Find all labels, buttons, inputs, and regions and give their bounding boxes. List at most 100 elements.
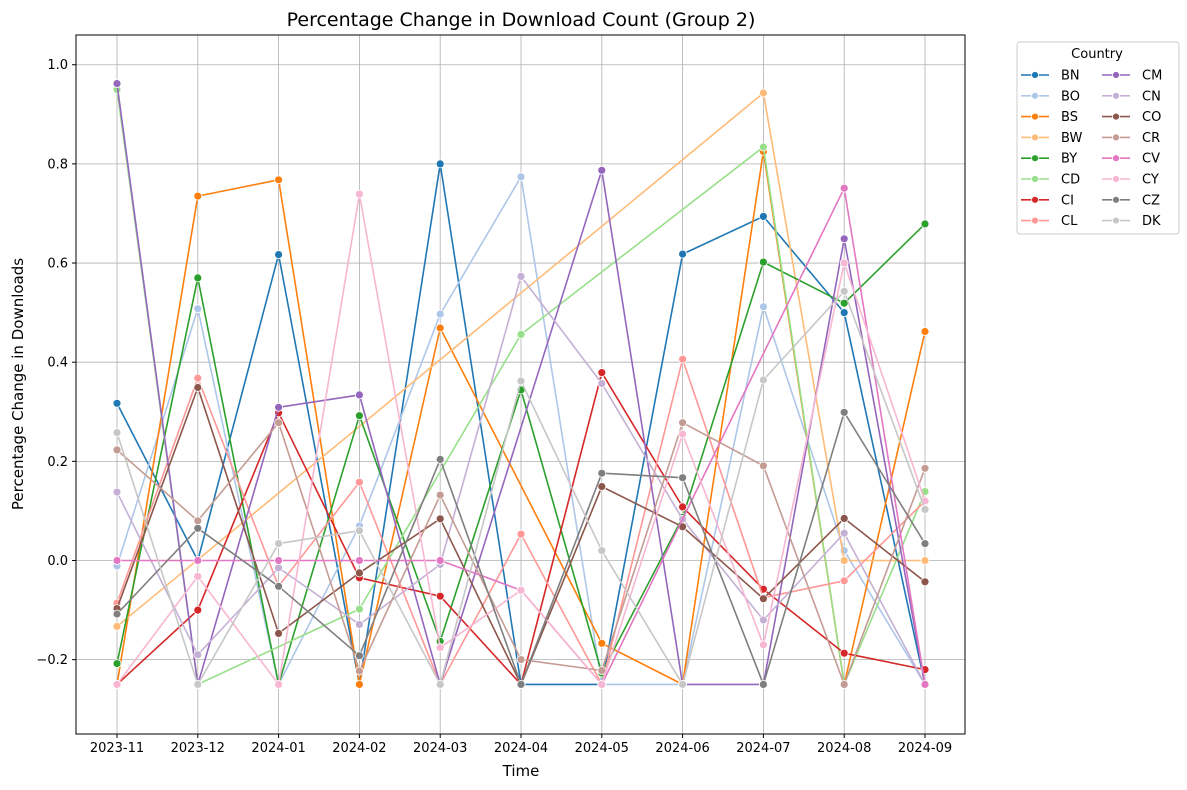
data-point (597, 680, 607, 689)
data-point (354, 680, 364, 689)
data-point (435, 490, 445, 500)
x-axis-label: Time (502, 762, 540, 780)
data-point (112, 445, 122, 455)
data-point (920, 504, 930, 514)
data-point (516, 585, 526, 595)
data-point (759, 302, 768, 312)
data-point (274, 418, 284, 428)
y-axis-ticks: −0.2 0.0 0.2 0.4 0.6 0.8 1.0 (36, 58, 76, 668)
series-layer (112, 79, 930, 689)
y-tick-label: 0.2 (47, 455, 68, 470)
legend-item-cy: CY (1102, 173, 1159, 188)
y-tick-label: 0.4 (47, 356, 68, 371)
grid-lines (76, 35, 965, 734)
legend-item-ci: CI (1021, 193, 1074, 208)
data-point (839, 234, 849, 244)
y-tick-label: 0.0 (47, 554, 68, 569)
data-point (274, 581, 284, 591)
data-point (597, 482, 607, 492)
data-point (920, 463, 930, 473)
data-point (597, 379, 607, 388)
data-point (759, 594, 768, 604)
data-point (920, 327, 930, 336)
data-point (274, 680, 284, 689)
legend-marker (1031, 154, 1039, 163)
data-point (759, 615, 768, 625)
data-point (435, 514, 445, 524)
legend-label: DK (1142, 214, 1161, 229)
legend-marker (1031, 112, 1039, 121)
x-tick-label: 2024-01 (251, 741, 305, 756)
data-point (839, 286, 849, 296)
data-point (274, 402, 284, 412)
data-point (435, 680, 445, 689)
legend-marker (1112, 216, 1120, 225)
data-point (274, 539, 284, 548)
x-tick-label: 2023-11 (90, 741, 144, 756)
legend-item-cv: CV (1102, 152, 1160, 167)
legend-label: BW (1061, 131, 1082, 146)
data-point (193, 523, 203, 533)
data-point (759, 142, 768, 152)
series-bw (112, 88, 930, 631)
data-point (839, 680, 849, 689)
x-tick-label: 2024-04 (494, 741, 548, 756)
legend-items: BN BO BS BW BY CD CI CL CM CN CO CR CV CY CZ DK (1021, 69, 1162, 229)
data-point (354, 666, 364, 676)
legend-label: CD (1061, 173, 1080, 188)
x-tick-label: 2023-12 (171, 741, 225, 756)
legend-label: CZ (1142, 193, 1160, 208)
legend-marker (1112, 91, 1120, 100)
data-point (274, 556, 284, 565)
data-point (597, 546, 607, 555)
legend-label: CM (1142, 69, 1162, 84)
series-cy (112, 189, 930, 689)
y-tick-label: −0.2 (36, 653, 68, 668)
legend-label: CO (1142, 110, 1161, 125)
data-point (435, 159, 445, 169)
data-point (678, 429, 687, 439)
legend-item-cz: CZ (1102, 193, 1160, 208)
legend-label: CY (1142, 173, 1159, 188)
data-point (435, 309, 445, 319)
x-tick-label: 2024-08 (817, 741, 871, 756)
data-point (193, 572, 203, 581)
data-point (435, 454, 445, 464)
data-point (354, 651, 364, 661)
legend-marker (1112, 154, 1120, 163)
data-point (516, 271, 526, 281)
legend-title: Country (1071, 47, 1123, 62)
y-axis-label: Percentage Change in Downloads (9, 258, 27, 510)
legend-label: BO (1061, 89, 1080, 104)
x-axis-ticks: 2023-11 2023-12 2024-01 2024-02 2024-03 2024-… (90, 734, 952, 756)
data-point (274, 563, 284, 573)
legend-marker (1112, 175, 1120, 183)
legend-label: CN (1142, 89, 1161, 104)
data-point (354, 556, 364, 565)
data-point (678, 418, 687, 428)
data-point (354, 411, 364, 421)
data-point (112, 609, 122, 619)
legend-item-cl: CL (1021, 214, 1078, 229)
data-point (759, 680, 768, 689)
data-point (839, 258, 849, 268)
data-point (678, 502, 687, 512)
legend-item-bn: BN (1021, 69, 1080, 84)
legend-item-cn: CN (1102, 89, 1161, 104)
y-tick-label: 0.6 (47, 257, 68, 272)
data-point (112, 556, 122, 565)
legend-item-dk: DK (1102, 214, 1161, 229)
legend-marker (1031, 175, 1039, 183)
legend-label: BS (1061, 110, 1078, 125)
data-point (759, 375, 768, 385)
data-point (597, 468, 607, 478)
data-point (839, 576, 849, 586)
data-point (193, 650, 203, 660)
data-point (759, 211, 768, 221)
data-point (597, 368, 607, 378)
data-point (516, 655, 526, 664)
data-point (759, 257, 768, 267)
legend-marker (1112, 133, 1120, 142)
data-point (839, 407, 849, 417)
legend-marker (1112, 112, 1120, 121)
